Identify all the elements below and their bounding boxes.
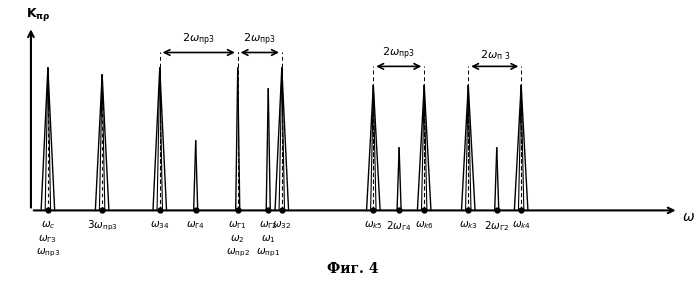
Text: $\omega_2$: $\omega_2$ <box>231 233 245 245</box>
Text: $2\omega_{\rm пр3}$: $2\omega_{\rm пр3}$ <box>382 46 415 62</box>
Text: $\omega_1$: $\omega_1$ <box>261 233 275 245</box>
Text: $\omega_{\rm пр2}$: $\omega_{\rm пр2}$ <box>226 247 250 259</box>
Text: $2\omega_{\Gamma2}$: $2\omega_{\Gamma2}$ <box>484 219 510 233</box>
Text: $2\omega_{\rm пр3}$: $2\omega_{\rm пр3}$ <box>182 32 215 48</box>
Text: $\omega_{\rm пр1}$: $\omega_{\rm пр1}$ <box>257 247 280 259</box>
Text: $\omega_{k6}$: $\omega_{k6}$ <box>415 219 433 231</box>
Text: Фиг. 4: Фиг. 4 <box>327 263 379 276</box>
Text: $\omega_{\Gamma3}$: $\omega_{\Gamma3}$ <box>38 233 57 245</box>
Text: $\mathbf{K}_{\mathbf{\pi\rho}}$: $\mathbf{K}_{\mathbf{\pi\rho}}$ <box>26 6 51 23</box>
Text: $\omega_{k3}$: $\omega_{k3}$ <box>459 219 477 231</box>
Text: $\omega_{\rm пр3}$: $\omega_{\rm пр3}$ <box>36 247 60 259</box>
Text: $\omega_{32}$: $\omega_{32}$ <box>272 219 291 231</box>
Text: $2\omega_{\rm пр3}$: $2\omega_{\rm пр3}$ <box>243 32 276 48</box>
Text: $3\omega_{\rm пр3}$: $3\omega_{\rm пр3}$ <box>87 219 117 233</box>
Text: $\omega_{k5}$: $\omega_{k5}$ <box>364 219 383 231</box>
Text: $2\omega_{\Gamma4}$: $2\omega_{\Gamma4}$ <box>387 219 412 233</box>
Text: $\omega_{k4}$: $\omega_{k4}$ <box>512 219 531 231</box>
Text: $\omega_{\Gamma4}$: $\omega_{\Gamma4}$ <box>186 219 205 231</box>
Text: $\omega_{\Gamma1}$: $\omega_{\Gamma1}$ <box>229 219 247 231</box>
Text: $\omega$: $\omega$ <box>682 210 695 224</box>
Text: $\omega_{\Gamma2}$: $\omega_{\Gamma2}$ <box>259 219 278 231</box>
Text: $\omega_c$: $\omega_c$ <box>41 219 55 231</box>
Text: $\omega_{34}$: $\omega_{34}$ <box>150 219 169 231</box>
Text: $2\omega_{\rm п\ 3}$: $2\omega_{\rm п\ 3}$ <box>480 48 510 62</box>
